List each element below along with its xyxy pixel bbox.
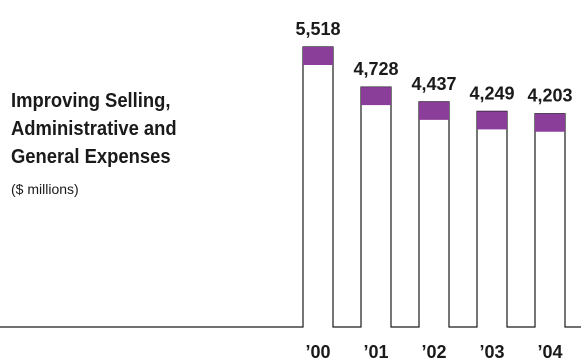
chart-title: Improving Selling, Administrative and Ge… (11, 87, 177, 171)
value-label-4: 4,203 (527, 86, 572, 106)
bar-cap-3 (477, 111, 507, 130)
bar-cap-2 (419, 101, 449, 120)
x-tick-label-0: ’00 (305, 342, 330, 362)
chart-title-line-2: Administrative and (11, 118, 177, 140)
x-tick-label-3: ’03 (479, 342, 504, 362)
bar-cap-4 (535, 113, 565, 132)
value-label-0: 5,518 (295, 19, 340, 39)
value-label-1: 4,728 (353, 59, 398, 79)
value-label-2: 4,437 (411, 74, 456, 94)
chart-title-line-1: Improving Selling, (11, 90, 171, 112)
value-label-3: 4,249 (469, 83, 514, 103)
x-tick-label-4: ’04 (537, 342, 562, 362)
x-tick-label-1: ’01 (363, 342, 388, 362)
bar-cap-0 (303, 47, 333, 65)
bar-cap-1 (361, 87, 391, 106)
labels-layer: 5,518 ’00 4,728 ’01 4,437 ’02 4,249 ’03 4,203 ’04 (295, 19, 572, 362)
bars-layer (0, 46, 581, 328)
chart-units-label: ($ millions) (11, 181, 79, 197)
chart-title-line-3: General Expenses (11, 146, 171, 168)
x-tick-label-2: ’02 (421, 342, 446, 362)
